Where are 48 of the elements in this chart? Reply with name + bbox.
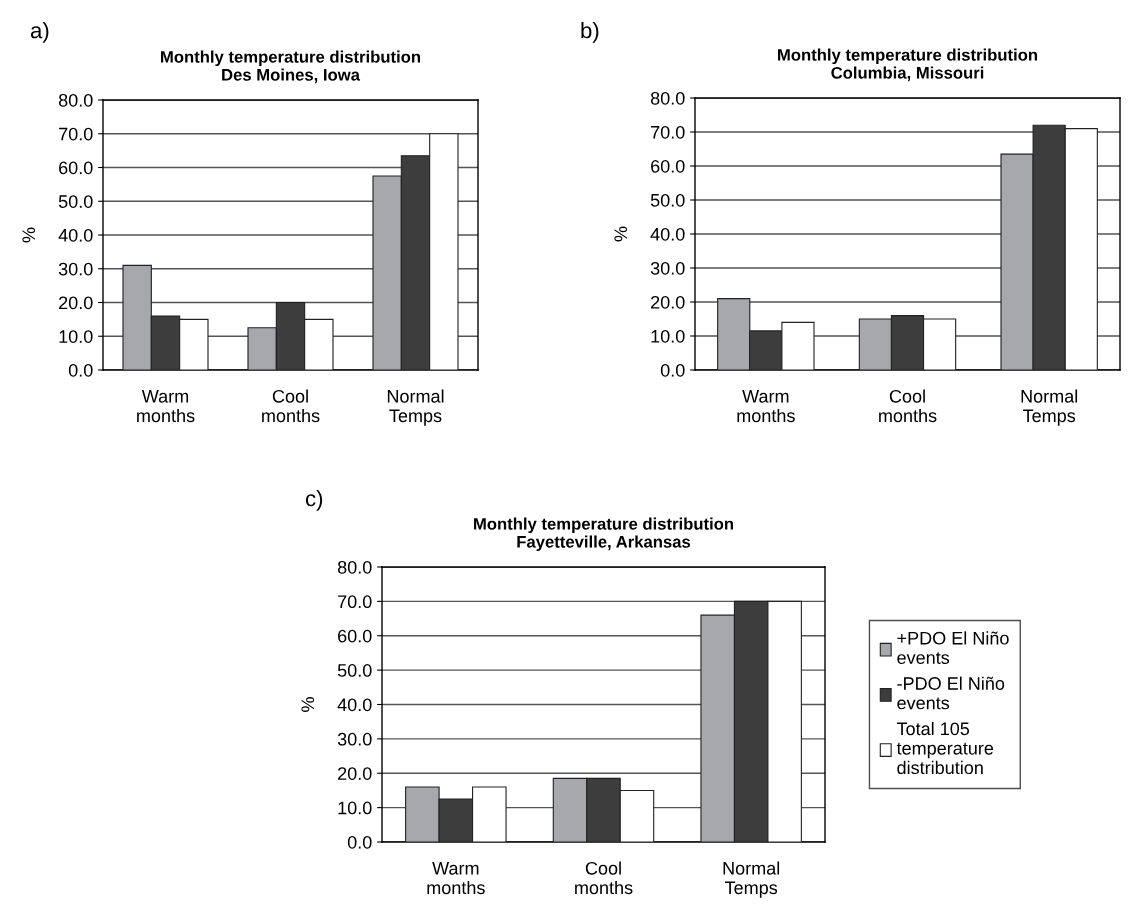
- y-tick-label: 20.0: [651, 295, 685, 309]
- y-axis-title: %: [22, 227, 36, 243]
- legend-label: +PDO El Niño events: [897, 631, 1009, 665]
- x-tick-label: Cool months: [879, 389, 937, 423]
- x-tick-label: Cool months: [262, 389, 320, 423]
- y-tick-label: 10.0: [59, 330, 93, 343]
- chart-title: Monthly temperature distribution Columbia, Missouri: [778, 48, 1038, 82]
- y-tick-label: 70.0: [338, 595, 372, 609]
- y-tick-label: 20.0: [338, 767, 372, 780]
- y-tick-label: 30.0: [650, 261, 685, 275]
- y-tick-label: 10.0: [338, 801, 372, 815]
- x-tick-label: Warm months: [737, 390, 795, 423]
- y-tick-label: 30.0: [337, 732, 372, 746]
- y-tick-label: 10.0: [651, 329, 685, 343]
- legend-label: -PDO El Niño events: [897, 676, 1005, 710]
- x-tick-label: Cool months: [575, 861, 633, 895]
- y-tick-label: 70.0: [59, 127, 93, 141]
- y-axis-title: %: [301, 697, 315, 712]
- chart-title: Monthly temperature distribution Fayetteville, Arkansas: [474, 517, 734, 552]
- y-tick-label: 80.0: [650, 91, 685, 105]
- y-tick-label: 0.0: [347, 835, 372, 849]
- y-tick-label: 40.0: [337, 698, 372, 712]
- y-tick-label: 60.0: [651, 159, 685, 173]
- y-tick-label: 80.0: [337, 560, 372, 574]
- y-tick-label: 40.0: [650, 227, 685, 241]
- y-tick-label: 70.0: [651, 125, 685, 139]
- text: b): [581, 22, 599, 43]
- y-tick-label: 0.0: [660, 363, 685, 377]
- y-tick-label: 50.0: [337, 664, 372, 677]
- y-tick-label: 20.0: [59, 296, 93, 310]
- x-tick-label: Normal Temps: [1021, 389, 1078, 426]
- y-axis-title: %: [614, 226, 628, 242]
- legend-label: Total 105 temperature distribution: [896, 721, 994, 775]
- y-tick-label: 60.0: [338, 629, 372, 643]
- y-tick-label: 0.0: [68, 363, 93, 377]
- text: c): [305, 490, 323, 511]
- y-tick-label: 50.0: [650, 193, 685, 207]
- y-tick-label: 50.0: [58, 195, 93, 208]
- x-tick-label: Warm months: [427, 862, 485, 895]
- x-tick-label: Warm months: [137, 390, 195, 423]
- y-tick-label: 60.0: [59, 161, 93, 175]
- y-tick-label: 30.0: [58, 262, 93, 276]
- x-tick-label: Normal Temps: [387, 389, 444, 426]
- chart-title: Monthly temperature distribution Des Moines, Iowa: [161, 50, 421, 84]
- y-tick-label: 40.0: [58, 228, 93, 242]
- x-tick-label: Normal Temps: [723, 861, 780, 898]
- y-tick-label: 80.0: [58, 93, 93, 107]
- text: a): [30, 22, 49, 43]
